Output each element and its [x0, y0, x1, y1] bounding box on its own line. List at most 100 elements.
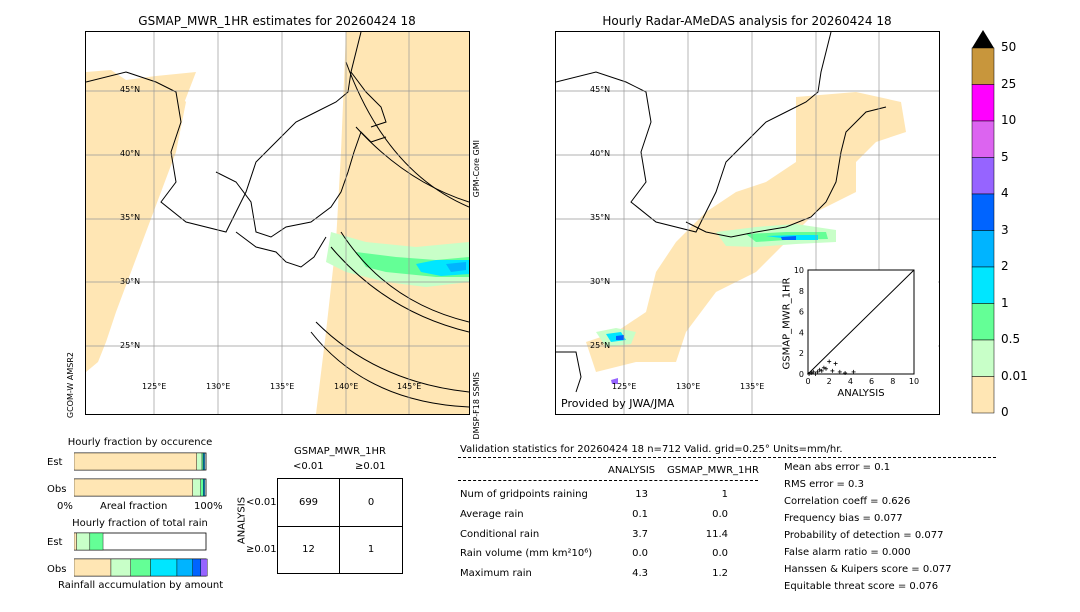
validation-col-analysis: ANALYSIS: [608, 465, 656, 476]
validation-divider: [458, 457, 996, 458]
occurence-bar-segment: [203, 452, 205, 471]
scatter-x-tick: 4: [848, 377, 853, 386]
stat-gsmap: 1: [721, 489, 728, 500]
occurence-title: Hourly fraction by occurence: [67, 437, 213, 448]
scatter-x-tick: 0: [805, 377, 810, 386]
right-lat-label: 45°N: [590, 85, 611, 94]
colorbar-tick-label: 5: [1001, 149, 1009, 164]
left-lon-label: 140°E: [334, 382, 359, 391]
rain-fraction-chart: [74, 532, 208, 577]
colorbar-tick-label: 10: [1001, 113, 1017, 127]
contingency-row-0: <0.01: [246, 497, 277, 508]
occurence-bar-segment: [196, 452, 203, 471]
colorbar-segment: [971, 303, 995, 341]
right-lat-label: 35°N: [590, 213, 611, 222]
colorbar-segment: [971, 339, 995, 377]
scatter-y-tick: 4: [799, 328, 804, 337]
scatter-point: [817, 367, 822, 372]
scatter-ylabel: GSMAP_MWR_1HR: [781, 277, 793, 370]
stat-label: Num of gridpoints raining: [460, 489, 588, 500]
colorbar-segment: [971, 47, 995, 85]
rain-fraction-bar-segment: [176, 558, 193, 577]
scatter-point: [813, 372, 818, 376]
stat-gsmap: 1.2: [712, 568, 728, 579]
stat-label: Conditional rain: [460, 529, 540, 540]
colorbar-segment: [971, 157, 995, 195]
scatter-y-tick: 10: [794, 266, 804, 275]
scatter-point: [837, 369, 842, 374]
colorbar-extend-arrow: [972, 30, 994, 48]
scatter-point: [809, 370, 814, 375]
colorbar-tick-label: 25: [1001, 76, 1017, 91]
score-text: Mean abs error = 0.1: [784, 462, 891, 473]
colorbar-tick-label: 3: [1001, 222, 1009, 237]
colorbar: [971, 30, 995, 414]
score-text: Hanssen & Kuipers score = 0.077: [784, 564, 952, 575]
rain-fraction-bar-segment: [150, 558, 178, 577]
rain-fraction-bar-segment: [192, 558, 201, 577]
scatter-point: [821, 365, 826, 370]
score-text: RMS error = 0.3: [784, 479, 864, 490]
rain-fraction-bar-frame: [74, 532, 207, 551]
rain-fraction-bar-segment: [200, 558, 208, 577]
occurence-bar-segment: [203, 478, 205, 497]
stat-analysis: 3.7: [632, 529, 648, 540]
right-lon-label: 130°E: [676, 382, 701, 391]
score-text: Equitable threat score = 0.076: [784, 581, 939, 592]
left-lon-label: 130°E: [206, 382, 231, 391]
left-map: 45°N 40°N 35°N 30°N 25°N 125°E 130°E 135…: [85, 31, 470, 415]
contingency-cell: 699: [298, 497, 319, 508]
occurence-bar-segment: [74, 452, 197, 471]
colorbar-segment: [971, 84, 995, 122]
right-lon-label: 125°E: [612, 382, 637, 391]
occurence-tick-100: 100%: [194, 501, 223, 512]
occurence-xlabel: Areal fraction: [100, 501, 168, 512]
sensor-label-amsr2: GCOM-W AMSR2: [66, 352, 75, 419]
contingency-col-1: ≥0.01: [355, 461, 386, 472]
stat-label: Rain volume (mm km²10⁶): [460, 548, 593, 559]
stat-analysis: 0.0: [632, 548, 648, 559]
stat-gsmap: 0.0: [712, 509, 728, 520]
colorbar-tick-label: 0: [1001, 405, 1009, 419]
scatter-point: [827, 359, 832, 364]
rain-est-label: Est: [47, 537, 63, 548]
left-map-canvas: [86, 32, 469, 414]
contingency-cell: 1: [367, 544, 375, 555]
scatter-x-tick: 10: [909, 377, 919, 386]
left-lat-label: 40°N: [120, 149, 141, 158]
contingency-table: 699 0 12 1: [277, 478, 403, 574]
validation-divider-2: [458, 480, 758, 481]
contingency-cell: 0: [367, 497, 375, 508]
contingency-row-1: ≥0.01: [246, 544, 277, 555]
occurence-obs-label: Obs: [47, 484, 67, 495]
scatter-point: [833, 361, 838, 366]
contingency-col-0: <0.01: [293, 461, 324, 472]
scatter-y-tick: 6: [799, 308, 804, 317]
scatter-diagonal: [807, 269, 915, 375]
stat-label: Maximum rain: [460, 568, 532, 579]
score-text: False alarm ratio = 0.000: [784, 547, 911, 558]
left-lat-label: 25°N: [120, 341, 141, 350]
left-lat-label: 35°N: [120, 213, 141, 222]
rain-fraction-bar-segment: [130, 558, 151, 577]
scatter-y-tick: 0: [799, 370, 804, 379]
contingency-title: GSMAP_MWR_1HR: [294, 446, 386, 457]
scatter-plot: 00 2 2 4 4 6 6 8 8 10 10: [794, 266, 919, 386]
left-lon-label: 135°E: [270, 382, 295, 391]
rain-obs-label: Obs: [47, 564, 67, 575]
scatter-point: [843, 370, 848, 375]
colorbar-tick-label: 0.5: [1001, 332, 1021, 346]
stat-label: Average rain: [460, 509, 524, 520]
left-lat-label: 30°N: [120, 277, 141, 286]
occurence-est-label: Est: [47, 457, 63, 468]
occurence-bar-segment: [200, 478, 204, 497]
colorbar-tick-label: 0.01: [1001, 368, 1028, 383]
colorbar-tick-label: 4: [1001, 186, 1009, 200]
rain-fraction-bar-segment: [110, 558, 131, 577]
validation-col-gsmap: GSMAP_MWR_1HR: [667, 465, 759, 476]
left-lon-label: 145°E: [397, 382, 422, 391]
stat-gsmap: 0.0: [712, 548, 728, 559]
colorbar-tick-label: 50: [1001, 40, 1017, 54]
sensor-label-gmi: GPM-Core GMI: [472, 140, 481, 198]
occurence-bar-segment: [74, 478, 194, 497]
